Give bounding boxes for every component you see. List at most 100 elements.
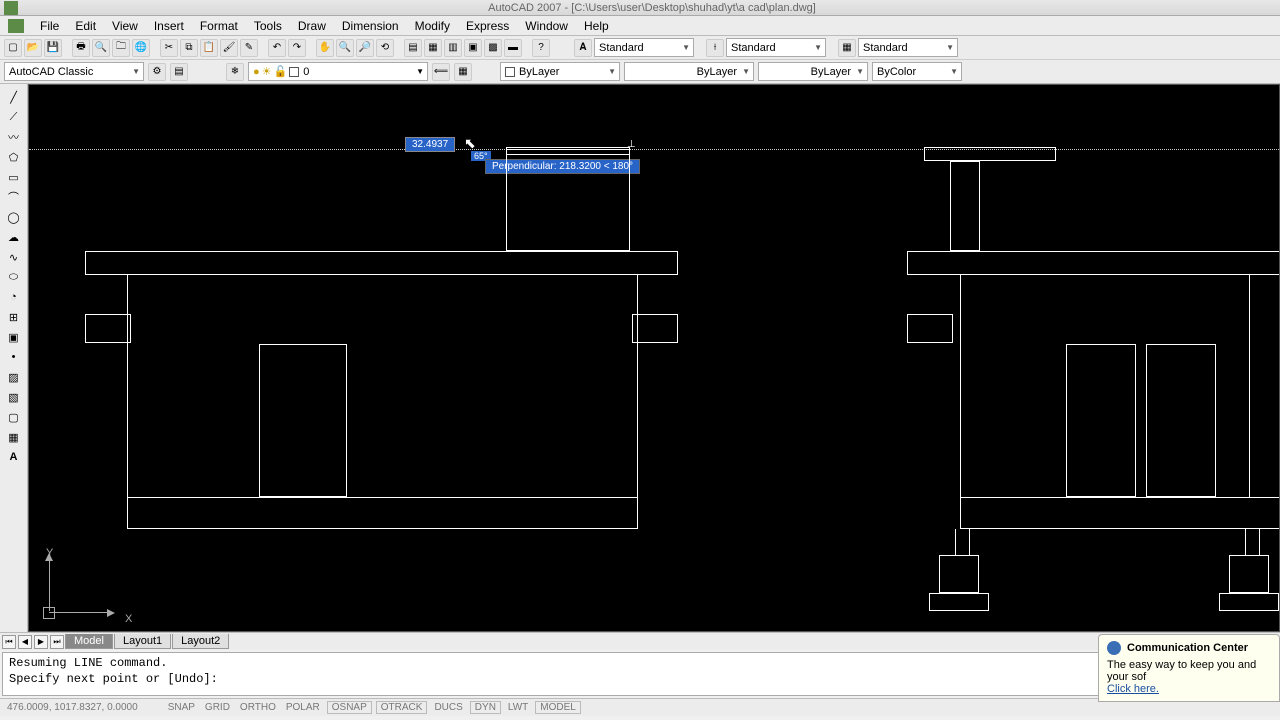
- dcenter-icon[interactable]: ▦: [424, 39, 442, 57]
- status-ortho[interactable]: ORTHO: [237, 702, 279, 713]
- drawing-canvas[interactable]: 32.4937 65° Perpendicular: 218.3200 < 18…: [28, 84, 1280, 632]
- layer-prev-icon[interactable]: ⟸: [432, 63, 450, 81]
- polygon-icon[interactable]: ⬠: [4, 148, 24, 166]
- sheet-icon[interactable]: ▣: [464, 39, 482, 57]
- tab-layout1[interactable]: Layout1: [114, 634, 171, 649]
- textstyle-icon[interactable]: 𝐀: [574, 39, 592, 57]
- plot-icon[interactable]: 🖶: [72, 39, 90, 57]
- menu-draw[interactable]: Draw: [290, 17, 334, 35]
- tab-layout2[interactable]: Layout2: [172, 634, 229, 649]
- brush-icon[interactable]: ✎: [240, 39, 258, 57]
- status-model[interactable]: MODEL: [535, 701, 581, 714]
- dim-style-dropdown[interactable]: Standard ▼: [726, 38, 826, 57]
- dynamic-input[interactable]: 32.4937: [405, 137, 455, 152]
- drawing-shape: [127, 275, 128, 497]
- ws-toolbar-icon[interactable]: ▤: [170, 63, 188, 81]
- markup-icon[interactable]: ▩: [484, 39, 502, 57]
- drawing-shape: [969, 529, 970, 555]
- new-icon[interactable]: ▢: [4, 39, 22, 57]
- point-icon[interactable]: •: [4, 348, 24, 366]
- menu-edit[interactable]: Edit: [67, 17, 104, 35]
- tab-model[interactable]: Model: [65, 634, 113, 649]
- open-icon[interactable]: 📂: [24, 39, 42, 57]
- dimstyle-icon[interactable]: ⟊: [706, 39, 724, 57]
- toolpal-icon[interactable]: ▥: [444, 39, 462, 57]
- preview-icon[interactable]: 🔍: [92, 39, 110, 57]
- menu-format[interactable]: Format: [192, 17, 246, 35]
- menu-insert[interactable]: Insert: [146, 17, 192, 35]
- drawing-shape: [506, 149, 630, 251]
- linetype-dropdown[interactable]: ByLayer ▼: [500, 62, 620, 81]
- revcloud-icon[interactable]: ☁: [4, 228, 24, 246]
- props-icon[interactable]: ▤: [404, 39, 422, 57]
- tab-prev-button[interactable]: ◀: [18, 635, 32, 649]
- save-icon[interactable]: 💾: [44, 39, 62, 57]
- menu-file[interactable]: File: [32, 17, 67, 35]
- redo-icon[interactable]: ↷: [288, 39, 306, 57]
- document-icon[interactable]: [8, 19, 24, 33]
- status-ducs[interactable]: DUCS: [431, 702, 465, 713]
- menu-help[interactable]: Help: [576, 17, 617, 35]
- menu-tools[interactable]: Tools: [246, 17, 290, 35]
- status-grid[interactable]: GRID: [202, 702, 233, 713]
- gradient-icon[interactable]: ▧: [4, 388, 24, 406]
- status-snap[interactable]: SNAP: [165, 702, 198, 713]
- status-osnap[interactable]: OSNAP: [327, 701, 372, 714]
- status-dyn[interactable]: DYN: [470, 701, 501, 714]
- table-icon[interactable]: ▦: [4, 428, 24, 446]
- menu-dimension[interactable]: Dimension: [334, 17, 407, 35]
- menu-express[interactable]: Express: [458, 17, 517, 35]
- tab-last-button[interactable]: ⏭: [50, 635, 64, 649]
- arc-icon[interactable]: ⌒: [4, 188, 24, 206]
- cut-icon[interactable]: ✂: [160, 39, 178, 57]
- insert-icon[interactable]: ⊞: [4, 308, 24, 326]
- match-icon[interactable]: 🖌: [220, 39, 238, 57]
- publish-icon[interactable]: 🗀: [112, 39, 130, 57]
- layer-dropdown[interactable]: ● ☀ 🔓 0 ▼: [248, 62, 428, 81]
- tab-next-button[interactable]: ▶: [34, 635, 48, 649]
- tablestyle-icon[interactable]: ▦: [838, 39, 856, 57]
- ellipse-icon[interactable]: ⬭: [4, 268, 24, 286]
- line-icon[interactable]: ╱: [4, 88, 24, 106]
- zoom-prev-icon[interactable]: ⟲: [376, 39, 394, 57]
- menu-view[interactable]: View: [104, 17, 146, 35]
- lineweight-dropdown[interactable]: ByLayer ▼: [758, 62, 868, 81]
- tab-first-button[interactable]: ⏮: [2, 635, 16, 649]
- layer-mgr-icon[interactable]: ▦: [454, 63, 472, 81]
- command-line[interactable]: Resuming LINE command. Specify next poin…: [2, 652, 1278, 696]
- text-style-dropdown[interactable]: Standard ▼: [594, 38, 694, 57]
- ucs-x-arrow-icon: [107, 609, 115, 617]
- hatch-icon[interactable]: ▨: [4, 368, 24, 386]
- region-icon[interactable]: ▢: [4, 408, 24, 426]
- color-dropdown[interactable]: ByColor ▼: [872, 62, 962, 81]
- zoom-rt-icon[interactable]: 🔍: [336, 39, 354, 57]
- ws-settings-icon[interactable]: ⚙: [148, 63, 166, 81]
- ellipsearc-icon[interactable]: ◔: [4, 288, 24, 306]
- cc-link[interactable]: Click here.: [1107, 683, 1159, 695]
- mtext-icon[interactable]: A: [4, 448, 24, 466]
- zoom-win-icon[interactable]: 🔎: [356, 39, 374, 57]
- ucs-x-axis: [49, 612, 109, 613]
- status-otrack[interactable]: OTRACK: [376, 701, 428, 714]
- copy-icon[interactable]: ⧉: [180, 39, 198, 57]
- workspace-dropdown[interactable]: AutoCAD Classic ▼: [4, 62, 144, 81]
- help-icon[interactable]: ?: [532, 39, 550, 57]
- undo-icon[interactable]: ↶: [268, 39, 286, 57]
- table-style-dropdown[interactable]: Standard ▼: [858, 38, 958, 57]
- status-polar[interactable]: POLAR: [283, 702, 323, 713]
- menu-window[interactable]: Window: [517, 17, 576, 35]
- pan-icon[interactable]: ✋: [316, 39, 334, 57]
- circle-icon[interactable]: ◯: [4, 208, 24, 226]
- web-icon[interactable]: 🌐: [132, 39, 150, 57]
- spline-icon[interactable]: ∿: [4, 248, 24, 266]
- pline-icon[interactable]: 〰: [4, 128, 24, 146]
- paste-icon[interactable]: 📋: [200, 39, 218, 57]
- menu-modify[interactable]: Modify: [407, 17, 458, 35]
- linetype2-dropdown[interactable]: ByLayer ▼: [624, 62, 754, 81]
- xline-icon[interactable]: ⟋: [4, 108, 24, 126]
- status-lwt[interactable]: LWT: [505, 702, 531, 713]
- layer-freeze-icon[interactable]: ❄: [226, 63, 244, 81]
- rectangle-icon[interactable]: ▭: [4, 168, 24, 186]
- calc-icon[interactable]: ▬: [504, 39, 522, 57]
- block-icon[interactable]: ▣: [4, 328, 24, 346]
